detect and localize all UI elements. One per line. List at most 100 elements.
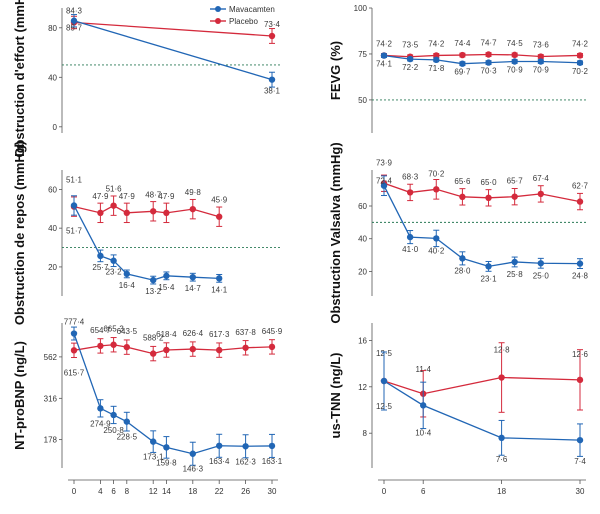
mavacamten-line xyxy=(383,380,581,441)
mavacamten-point xyxy=(242,443,249,450)
mavacamten-point xyxy=(216,442,223,449)
placebo-data-label: 74·2 xyxy=(428,39,445,48)
placebo-point xyxy=(216,346,223,354)
mavacamten-data-label: 14·1 xyxy=(211,285,228,294)
mavacamten-data-label: 70·3 xyxy=(481,67,498,76)
placebo-data-label: 47·9 xyxy=(92,192,109,201)
placebo-line xyxy=(73,204,220,218)
y-tick-label: 40 xyxy=(48,224,57,233)
mavacamten-line xyxy=(383,185,581,268)
x-tick-label: 30 xyxy=(576,487,585,496)
mavacamten-point xyxy=(576,436,584,444)
mavacamten-data-label: 228·5 xyxy=(117,433,138,442)
x-tick-label: 0 xyxy=(382,487,387,496)
placebo-point xyxy=(433,52,440,59)
placebo-point xyxy=(110,202,117,209)
placebo-point xyxy=(576,376,584,384)
placebo-data-label: 48·7 xyxy=(145,190,162,199)
mavacamten-point xyxy=(511,58,518,65)
legend-mavacamten-label: Mavacamten xyxy=(229,5,275,14)
placebo-data-label: 626·4 xyxy=(183,329,204,338)
placebo-point xyxy=(406,189,414,196)
mavacamten-point xyxy=(459,255,466,262)
mavacamten-data-label: 250·8 xyxy=(103,426,124,435)
mavacamten-data-label: 25·0 xyxy=(533,271,550,280)
mavacamten-point xyxy=(70,330,78,337)
y-tick-label: 16 xyxy=(358,336,367,345)
mavacamten-data-label: 163·4 xyxy=(209,457,230,466)
mavacamten-point xyxy=(150,276,157,284)
mavacamten-data-label: 71·8 xyxy=(428,64,445,73)
placebo-point xyxy=(498,374,505,381)
placebo-point xyxy=(511,193,518,200)
mavacamten-data-label: 85·7 xyxy=(66,24,83,33)
x-tick-label: 14 xyxy=(162,487,171,496)
placebo-data-label: 73·9 xyxy=(376,158,393,167)
mavacamten-point xyxy=(123,418,130,425)
mavacamten-data-label: 7·4 xyxy=(574,457,586,466)
mavacamten-point xyxy=(97,252,104,260)
y-tick-label: 178 xyxy=(44,436,58,445)
mavacamten-point xyxy=(485,263,492,270)
placebo-point xyxy=(123,209,130,217)
x-axis-bottom-left: 0 4 6 8 12 14 18 22 26 30 xyxy=(68,479,278,496)
placebo-point xyxy=(485,51,492,58)
placebo-point xyxy=(242,344,249,351)
mavacamten-data-label: 28·0 xyxy=(454,266,471,275)
placebo-data-label: 51·6 xyxy=(106,185,123,194)
placebo-data-label: 618·4 xyxy=(156,330,177,339)
mavacamten-data-label: 41·0 xyxy=(402,245,419,254)
x-tick-label: 8 xyxy=(125,487,130,496)
placebo-point xyxy=(150,350,157,357)
placebo-data-label: 62·7 xyxy=(572,182,589,191)
placebo-data-label: 68·3 xyxy=(402,172,419,181)
mavacamten-point xyxy=(420,402,427,409)
placebo-point xyxy=(433,186,440,193)
placebo-data-label: 73·6 xyxy=(533,41,550,50)
y-axis-title: FEVG (%) xyxy=(328,41,343,100)
panel-exercise: 0 40 80 Obstruction d'effort (mmHg) 84·3 73·4… xyxy=(12,0,281,158)
mavacamten-data-label: 16·4 xyxy=(119,281,136,290)
placebo-line xyxy=(383,182,581,203)
mavacamten-data-label: 72·2 xyxy=(402,63,419,72)
mavacamten-data-label: 173·1 xyxy=(143,453,164,462)
x-tick-label: 12 xyxy=(149,487,158,496)
y-tick-label: 100 xyxy=(354,4,368,13)
mavacamten-data-label: 70·2 xyxy=(572,67,589,76)
y-tick-label: 0 xyxy=(53,123,58,132)
x-tick-label: 4 xyxy=(98,487,103,496)
mavacamten-point xyxy=(163,444,170,451)
mavacamten-data-label: 15·4 xyxy=(158,283,175,292)
mavacamten-point xyxy=(216,275,223,282)
y-tick-label: 8 xyxy=(363,429,368,438)
placebo-data-label: 74·2 xyxy=(376,39,393,48)
y-tick-label: 75 xyxy=(358,50,367,59)
mavacamten-data-label: 72·4 xyxy=(376,177,393,186)
placebo-data-label: 45·9 xyxy=(211,196,228,205)
mavacamten-point xyxy=(406,233,414,241)
mavacamten-point xyxy=(576,260,584,267)
placebo-data-label: 67·4 xyxy=(533,174,550,183)
placebo-data-label: 654·7 xyxy=(90,326,111,335)
mavacamten-point xyxy=(380,377,388,385)
placebo-point xyxy=(70,347,78,354)
placebo-data-label: 615·7 xyxy=(64,368,85,377)
mavacamten-point xyxy=(189,273,196,281)
placebo-point xyxy=(216,213,223,220)
placebo-data-label: 73·5 xyxy=(402,41,419,50)
y-axis-title: NT-proBNP (ng/L) xyxy=(12,341,27,450)
mavacamten-data-label: 70·9 xyxy=(507,65,524,74)
placebo-data-label: 74·2 xyxy=(572,39,589,48)
mavacamten-point xyxy=(498,434,505,442)
x-tick-label: 0 xyxy=(72,487,77,496)
mavacamten-data-label: 40·2 xyxy=(428,246,445,255)
y-tick-label: 20 xyxy=(48,263,57,272)
mavacamten-point xyxy=(268,76,276,83)
mavacamten-point xyxy=(433,235,440,242)
panel-rest: 20 40 60 Obstruction de repos (mmHg) 51·1 47·… xyxy=(12,141,280,325)
placebo-data-label: 645·9 xyxy=(262,327,283,336)
placebo-point xyxy=(163,346,170,354)
legend-placebo-marker xyxy=(215,18,221,24)
mavacamten-point xyxy=(163,272,170,280)
